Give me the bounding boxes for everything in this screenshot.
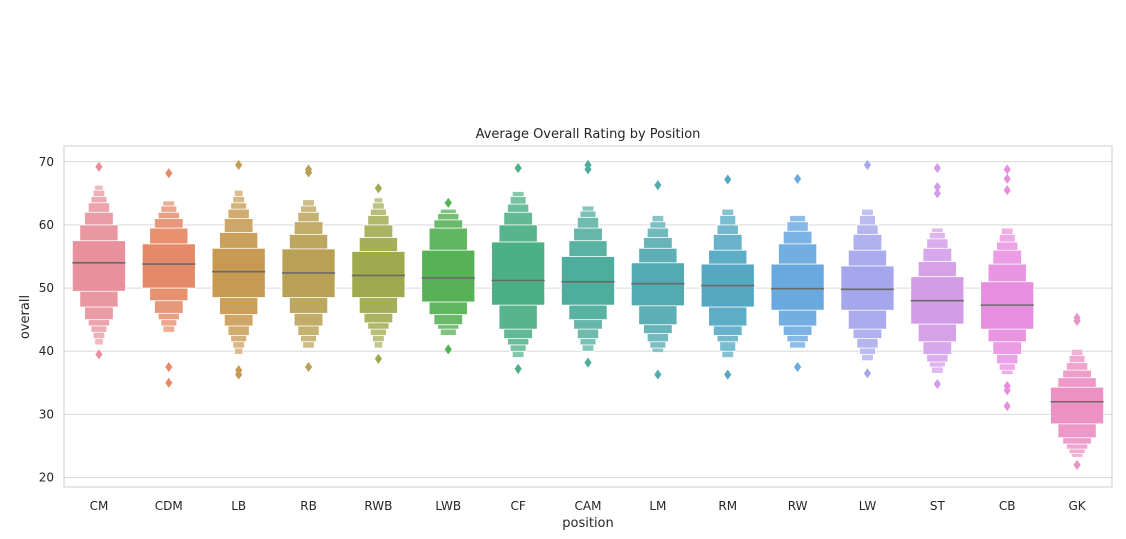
x-tick-label-lw: LW	[859, 499, 877, 513]
y-tick-label: 50	[39, 281, 54, 295]
y-tick-label: 30	[39, 407, 54, 421]
x-tick-label-rw: RW	[788, 499, 808, 513]
x-tick-label-cb: CB	[999, 499, 1016, 513]
boxen-level-box	[352, 251, 405, 297]
x-tick-label-st: ST	[930, 499, 946, 513]
x-tick-label-lb: LB	[231, 499, 246, 513]
boxen-level-box	[1051, 387, 1104, 424]
boxen-level-box	[841, 266, 894, 310]
boxen-level-box	[561, 257, 614, 306]
x-tick-label-cf: CF	[510, 499, 525, 513]
boxen-level-box	[142, 244, 195, 288]
y-tick-label: 60	[39, 218, 54, 232]
boxen-level-box	[212, 248, 265, 297]
x-axis-title: position	[562, 516, 614, 531]
chart-title: Average Overall Rating by Position	[476, 127, 701, 142]
y-tick-label: 70	[39, 155, 54, 169]
y-tick-label: 40	[39, 344, 54, 358]
x-tick-label-rwb: RWB	[364, 499, 392, 513]
boxen-level-box	[771, 264, 824, 310]
boxen-level-box	[492, 242, 545, 305]
boxen-level-box	[422, 250, 475, 302]
x-tick-label-gk: GK	[1068, 499, 1086, 513]
x-tick-label-lm: LM	[649, 499, 666, 513]
y-axis-title: overall	[18, 295, 33, 339]
x-tick-label-cm: CM	[90, 499, 109, 513]
x-tick-label-rb: RB	[300, 499, 317, 513]
boxen-level-box	[72, 241, 125, 292]
x-tick-label-cdm: CDM	[155, 499, 183, 513]
x-tick-label-rm: RM	[718, 499, 737, 513]
x-tick-label-lwb: LWB	[435, 499, 461, 513]
x-tick-label-cam: CAM	[575, 499, 602, 513]
y-tick-label: 20	[39, 471, 54, 485]
